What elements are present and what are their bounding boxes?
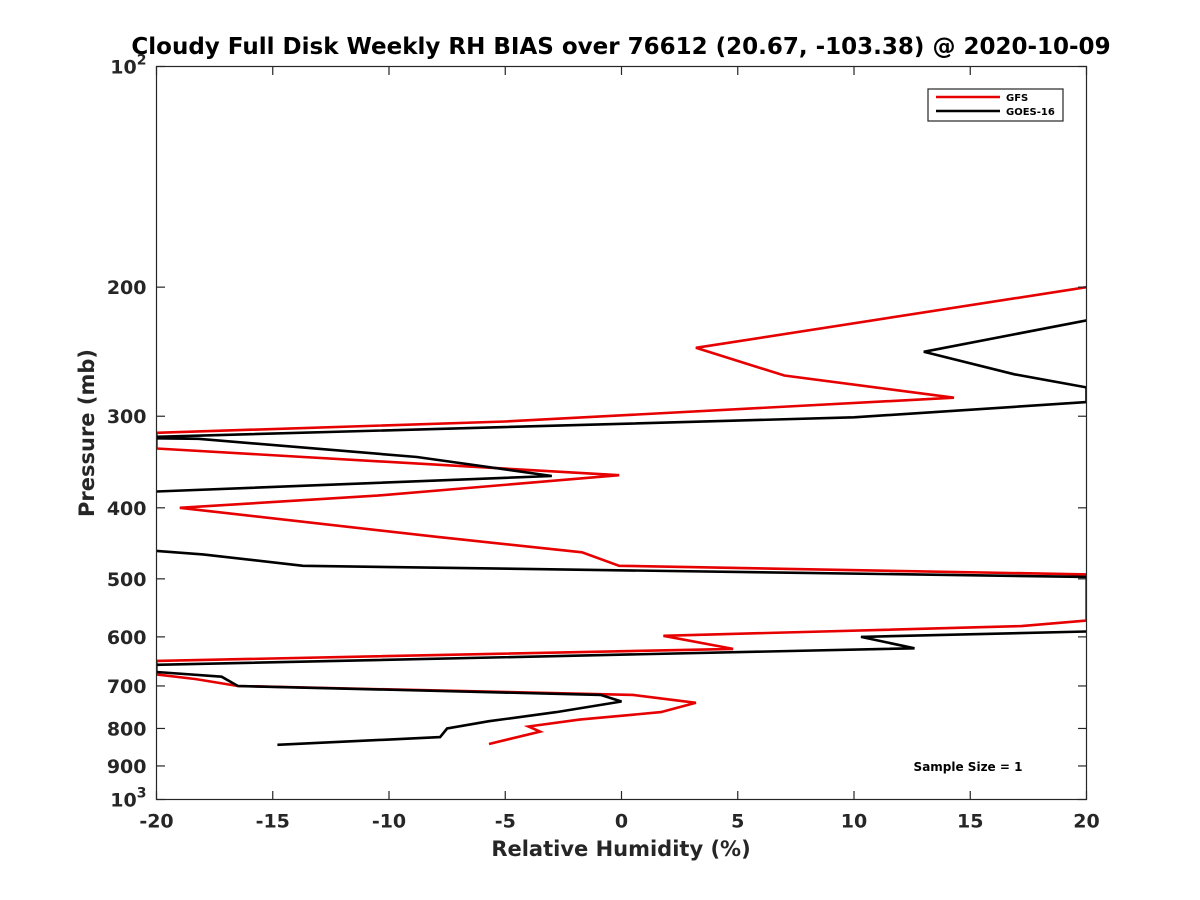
- y-tick-label: 102: [110, 53, 146, 79]
- x-tick-label: -15: [256, 811, 290, 833]
- y-tick-label: 500: [107, 569, 147, 591]
- x-tick-label: 10: [841, 811, 867, 833]
- x-axis-title: Relative Humidity (%): [491, 837, 750, 861]
- y-tick-label: 600: [107, 627, 147, 649]
- y-tick-label: 400: [107, 498, 147, 520]
- x-tick-label: -20: [139, 811, 173, 833]
- series-line-goes-16-segment-3: [156, 630, 1087, 667]
- x-tick-label: -10: [372, 811, 406, 833]
- y-tick-label: 800: [107, 718, 147, 740]
- chart-title: Cloudy Full Disk Weekly RH BIAS over 766…: [131, 34, 1110, 60]
- y-axis-title: Pressure (mb): [75, 349, 99, 517]
- legend-label-gfs: GFS: [1006, 93, 1028, 104]
- x-tick-label: -5: [495, 811, 516, 833]
- x-tick-label: 5: [731, 811, 744, 833]
- series-line-goes-16-segment-1: [156, 319, 1087, 493]
- series-layer: [156, 3, 1200, 747]
- legend: GFS GOES-16: [927, 88, 1064, 122]
- y-tick-label: 700: [107, 676, 147, 698]
- y-tick-label: 300: [107, 406, 147, 428]
- series-line-gfs-segment-2: [156, 285, 1087, 746]
- x-tick-label: 20: [1073, 811, 1099, 833]
- tick-layer: -20 -15 -10 -5 0 5 10 15 20 102 200 300 400 500 600 700…: [107, 53, 1100, 833]
- legend-box: [927, 88, 1064, 122]
- x-tick-label: 15: [957, 811, 983, 833]
- series-line-goes-16-segment-2: [156, 549, 1087, 579]
- y-tick-label: 200: [107, 277, 147, 299]
- legend-label-goes-16: GOES-16: [1006, 107, 1055, 118]
- x-tick-label: 0: [615, 811, 628, 833]
- series-line-goes-16-segment-4: [156, 670, 622, 747]
- sample-size-annotation: Sample Size = 1: [914, 760, 1023, 774]
- y-tick-label: 900: [107, 756, 147, 778]
- y-tick-label: 103: [110, 786, 146, 812]
- series-line-gfs-segment-1: [1105, 3, 1200, 50]
